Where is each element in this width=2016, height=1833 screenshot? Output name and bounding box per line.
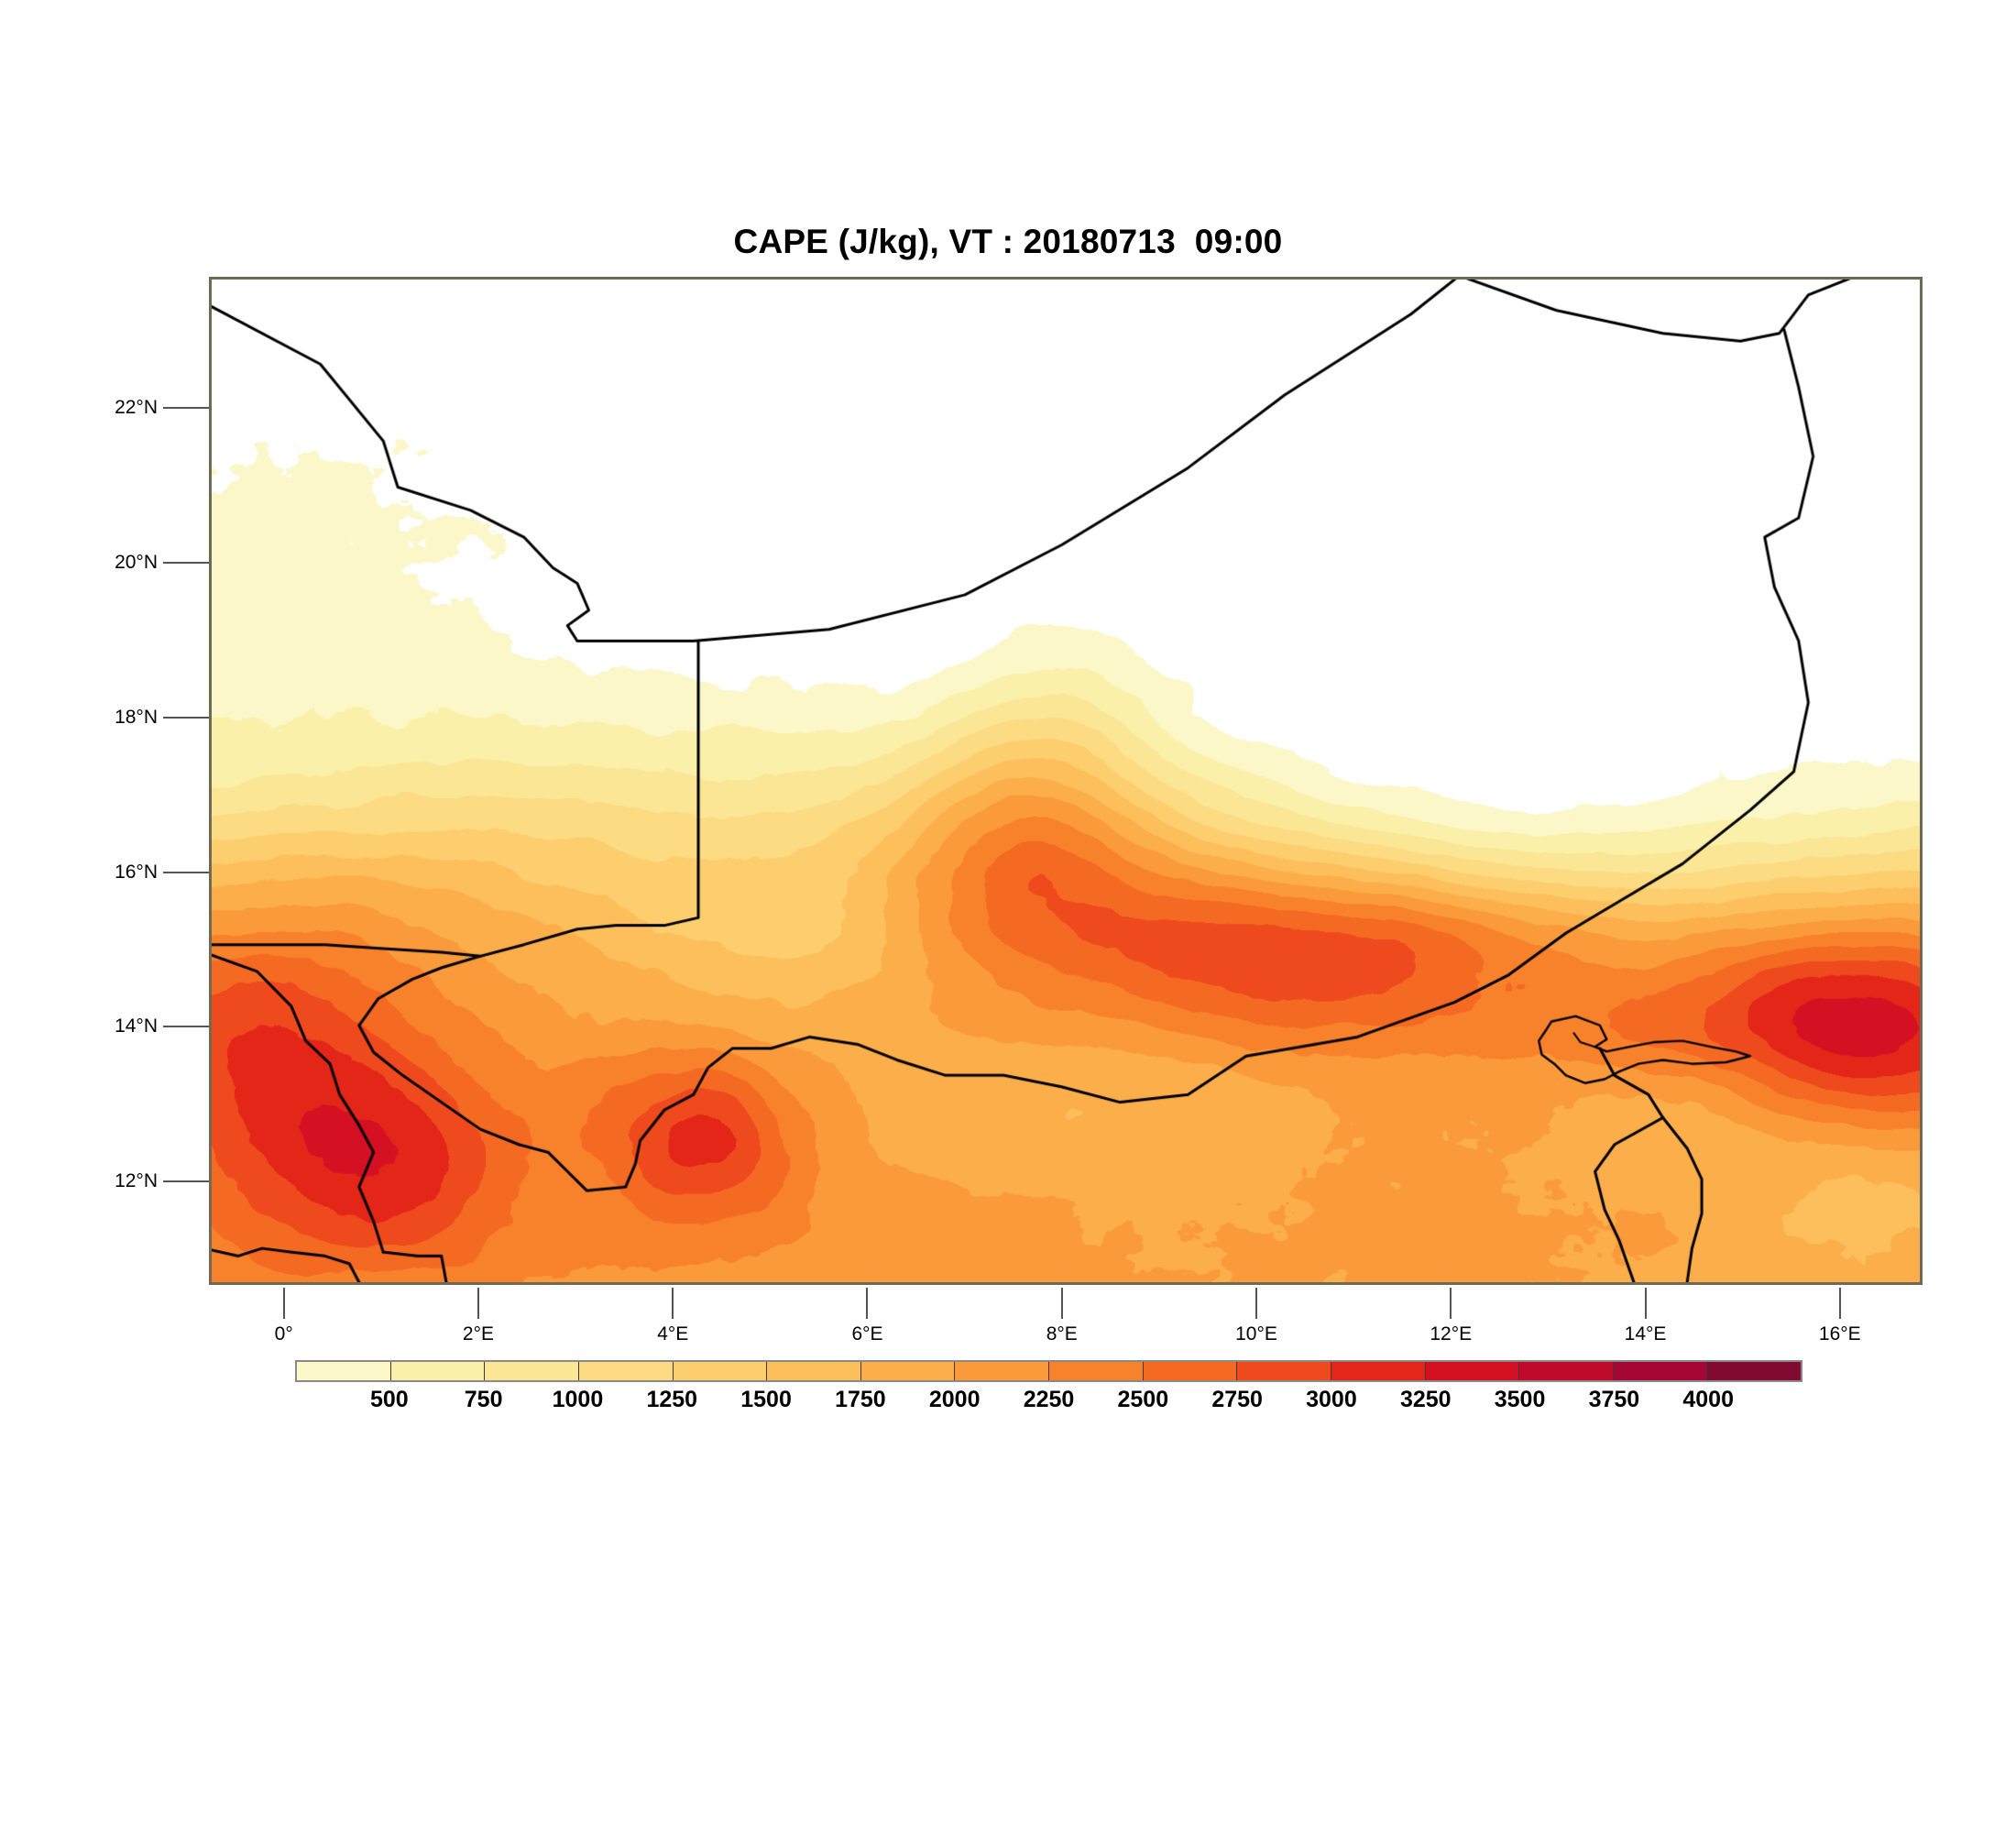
longitude-tick-label: 2°E (462, 1323, 495, 1345)
latitude-tick (163, 1180, 209, 1182)
latitude-tick-label: 22°N (115, 397, 158, 419)
colorbar-segment (578, 1362, 674, 1380)
longitude-tick-label: 14°E (1624, 1323, 1667, 1345)
longitude-tick-label: 16°E (1818, 1323, 1861, 1345)
colorbar-tick-label: 2750 (1211, 1387, 1263, 1412)
colorbar-segment (860, 1362, 956, 1380)
longitude-tick (1644, 1288, 1647, 1319)
colorbar-segment (297, 1362, 391, 1380)
latitude-tick (163, 562, 209, 565)
latitude-tick-label: 18°N (115, 706, 158, 728)
colorbar-tick-label: 3000 (1306, 1387, 1357, 1412)
colorbar-segment (1049, 1362, 1144, 1380)
longitude-tick (282, 1288, 285, 1319)
latitude-tick (163, 407, 209, 410)
longitude-tick (1838, 1288, 1841, 1319)
colorbar-segment (955, 1362, 1049, 1380)
longitude-tick (1450, 1288, 1452, 1319)
longitude-tick (866, 1288, 869, 1319)
longitude-tick-label: 0° (274, 1323, 293, 1345)
latitude-tick-label: 12°N (115, 1169, 158, 1191)
colorbar-segment (1237, 1362, 1331, 1380)
colorbar-tick-label: 1000 (552, 1387, 604, 1412)
colorbar-tick-label: 4000 (1682, 1387, 1734, 1412)
colorbar-segment (1425, 1362, 1520, 1380)
colorbar-segment (1143, 1362, 1238, 1380)
colorbar-tick-label: 2250 (1023, 1387, 1075, 1412)
colorbar-segment (1707, 1362, 1801, 1380)
latitude-tick-label: 20°N (115, 552, 158, 574)
longitude-tick-label: 4°E (657, 1323, 689, 1345)
colorbar-tick-label: 1750 (835, 1387, 886, 1412)
colorbar-tick-label: 750 (464, 1387, 503, 1412)
cape-contour-field (212, 280, 1920, 1282)
colorbar-tick-label: 3250 (1399, 1387, 1452, 1412)
colorbar-segment (767, 1362, 861, 1380)
colorbar-segment (673, 1362, 768, 1380)
colorbar-tick-label: 3500 (1494, 1387, 1546, 1412)
longitude-tick (1060, 1288, 1063, 1319)
colorbar-segment (485, 1362, 579, 1380)
latitude-tick-label: 14°N (115, 1015, 158, 1037)
colorbar-segment (1331, 1362, 1426, 1380)
colorbar-segment (1519, 1362, 1614, 1380)
longitude-tick (1255, 1288, 1257, 1319)
longitude-tick-label: 10°E (1235, 1323, 1277, 1345)
colorbar-tick-label: 3750 (1588, 1387, 1640, 1412)
colorbar-tick-label: 500 (369, 1387, 409, 1412)
longitude-tick-label: 12°E (1430, 1323, 1473, 1345)
colorbar-segment (390, 1362, 486, 1380)
colorbar-tick-label: 1250 (646, 1387, 698, 1412)
latitude-tick (163, 871, 209, 873)
longitude-tick (672, 1288, 674, 1319)
longitude-tick-label: 8°E (1046, 1323, 1078, 1345)
page-title: CAPE (J/kg), VT : 20180713 09:00 (733, 223, 1283, 260)
colorbar-tick-label: 2500 (1117, 1387, 1169, 1412)
latitude-tick (163, 1026, 209, 1028)
latitude-tick (163, 716, 209, 719)
latitude-tick-label: 16°N (115, 861, 158, 883)
colorbar-segment (1613, 1362, 1708, 1380)
longitude-tick (477, 1288, 479, 1319)
colorbar-tick-label: 1500 (740, 1387, 792, 1412)
longitude-tick-label: 6°E (851, 1323, 883, 1345)
map-plot-area (209, 277, 1923, 1285)
colorbar (295, 1360, 1802, 1382)
colorbar-tick-label: 2000 (928, 1387, 981, 1412)
